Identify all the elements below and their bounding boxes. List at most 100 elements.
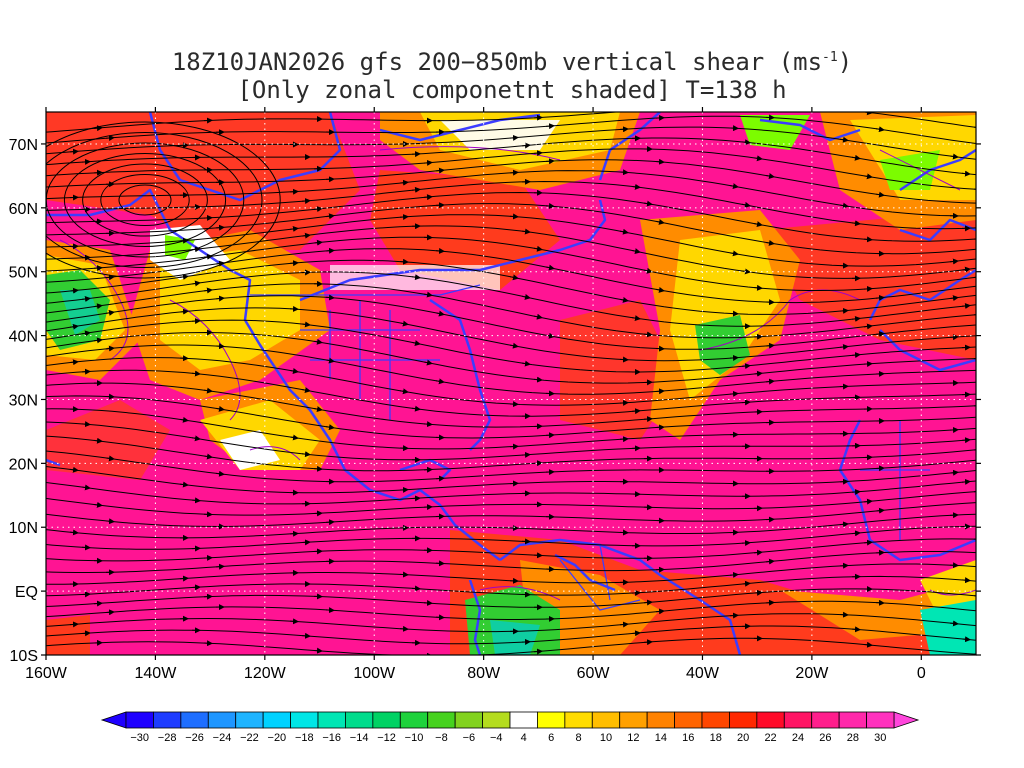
streamline — [46, 502, 976, 528]
streamline-swirl — [46, 121, 281, 279]
streamline-arrow — [753, 221, 763, 228]
streamline-arrow — [289, 434, 299, 441]
streamline-arrow — [203, 287, 213, 294]
streamline-arrow — [215, 295, 225, 302]
chart-title: 18Z10JAN2026 gfs 200−850mb vertical shea… — [0, 44, 1024, 104]
streamline-arrow — [729, 183, 739, 190]
streamline — [46, 563, 976, 585]
streamline-arrow — [81, 330, 91, 337]
colorbar-swatch — [427, 711, 456, 729]
streamline — [46, 170, 976, 217]
streamline-swirl — [46, 132, 263, 268]
streamline-arrow — [949, 153, 959, 160]
colorbar: −30 −28 −26 −24 −22 −20 −18 −16 −14 −12 −10 −8 −6 −4 4… — [100, 711, 920, 744]
colorbar-label: −20 — [268, 732, 287, 744]
colorbar-swatch — [454, 711, 483, 729]
streamline-arrow — [93, 437, 103, 444]
streamline-arrow — [753, 155, 763, 162]
streamline-arrow — [105, 309, 115, 316]
lat-tick-label: 10N — [9, 520, 38, 537]
streamline-arrow — [203, 453, 213, 460]
colorbar-label: 22 — [764, 732, 776, 744]
colorbar-swatch — [345, 711, 374, 729]
colorbar-label: −16 — [322, 732, 341, 744]
streamline-arrow — [753, 284, 763, 291]
streamline-arrow — [949, 258, 959, 265]
streamline-arrow — [435, 167, 445, 174]
streamline-arrow — [521, 228, 531, 235]
streamline-arrow — [741, 580, 751, 587]
streamline-arrow — [973, 449, 976, 451]
streamline — [46, 435, 976, 472]
colorbar-swatch — [482, 711, 511, 729]
streamline-arrow — [961, 302, 971, 309]
colorbar-swatch — [838, 711, 867, 729]
streamline-arrow — [411, 186, 421, 193]
streamline-arrow — [521, 360, 531, 367]
streamline-arrow — [215, 405, 225, 412]
streamline-arrow — [105, 455, 115, 462]
streamline-arrow — [423, 359, 433, 366]
streamline-arrow — [619, 621, 629, 628]
lat-tick-label: 30N — [9, 392, 38, 409]
colorbar-label: 18 — [710, 732, 722, 744]
lat-tick-label: 40N — [9, 329, 38, 346]
streamline-arrow — [301, 321, 311, 328]
streamline-arrow — [509, 342, 519, 349]
colorbar-label: 24 — [792, 732, 804, 744]
colorbar-label: 8 — [576, 732, 582, 744]
streamline-arrow — [875, 331, 885, 338]
colorbar-swatch — [591, 711, 621, 729]
streamline — [46, 148, 976, 190]
streamline-arrow — [753, 549, 763, 556]
streamline-arrow — [863, 641, 873, 648]
streamline-arrow — [533, 245, 543, 252]
streamline-arrow — [851, 315, 861, 322]
colorbar-swatch — [235, 711, 264, 729]
streamline-arrow — [961, 636, 971, 643]
streamline-arrow — [69, 287, 79, 294]
streamline-swirl — [63, 153, 227, 247]
lon-axis: 160W 140W 120W 100W 80W 60W 40W 20W 0 — [25, 107, 926, 682]
streamline-arrow — [655, 219, 665, 225]
streamline-arrow — [753, 370, 763, 377]
streamline-arrow — [875, 294, 885, 301]
streamline-arrow — [863, 323, 873, 330]
colorbar-label: −24 — [213, 732, 232, 744]
streamline-arrow — [741, 201, 751, 208]
streamline-arrow — [851, 220, 861, 227]
streamline-swirl — [82, 163, 208, 237]
streamline-arrow — [729, 571, 739, 578]
colorbar-label: 12 — [627, 732, 639, 744]
colorbar-swatch — [180, 711, 209, 729]
colorbar-label: −22 — [240, 732, 259, 744]
streamline-swirl — [118, 184, 172, 216]
streamline-arrow — [655, 608, 665, 615]
streamline-arrow — [839, 136, 849, 143]
streamline-arrow — [105, 274, 115, 281]
streamline — [46, 344, 976, 395]
colorbar-label: −10 — [405, 732, 424, 744]
colorbar-label: 14 — [655, 732, 667, 744]
streamline-arrow — [851, 530, 861, 537]
colorbar-label: 28 — [847, 732, 859, 744]
colorbar-swatch — [509, 711, 538, 729]
streamline-arrow — [81, 484, 91, 491]
colorbar-label: 20 — [737, 732, 749, 744]
streamline-arrow — [105, 345, 115, 352]
streamline-arrow — [215, 260, 225, 267]
colorbar-swatch — [646, 711, 675, 729]
lat-tick-label: 70N — [9, 137, 38, 154]
streamline — [46, 112, 976, 133]
streamline-arrow — [729, 390, 739, 397]
streamline-arrow — [325, 213, 335, 220]
streamline-arrow — [765, 173, 775, 179]
colorbar-label: 10 — [600, 732, 612, 744]
colorbar-swatch — [262, 711, 291, 729]
streamline-arrow — [765, 239, 775, 246]
streamline-arrow — [631, 630, 641, 637]
colorbar-swatch — [811, 711, 840, 729]
colorbar-label: −28 — [158, 732, 177, 744]
streamline-arrow — [179, 416, 189, 423]
streamline — [46, 214, 976, 267]
